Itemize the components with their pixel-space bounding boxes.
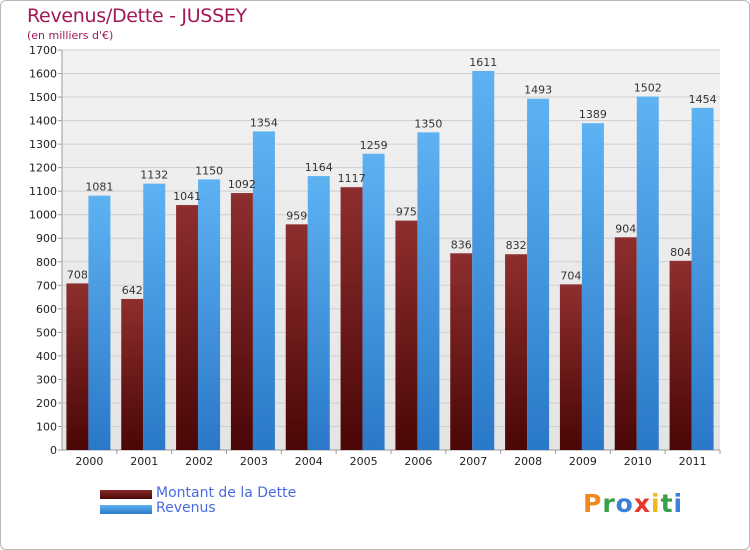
x-axis-ticks: 2000 2001 2002 2003 2004 2005 2006 2007 2008 2009… (75, 450, 721, 468)
x-tick-label: 2002 (185, 455, 213, 468)
data-label-revenus: 1150 (195, 164, 223, 177)
bar-dette (230, 193, 253, 450)
plot-area (62, 50, 720, 450)
bar-revenus (636, 96, 659, 451)
bar-revenus (691, 107, 714, 450)
bar-revenus (143, 183, 166, 450)
logo-letter: i (673, 489, 684, 518)
bar-revenus (472, 70, 495, 451)
data-label-dette: 704 (560, 269, 581, 282)
logo-letter: P (583, 489, 603, 518)
data-label-revenus: 1502 (634, 82, 662, 95)
bar-revenus (581, 123, 604, 451)
y-tick-label: 600 (36, 303, 57, 316)
bar-dette (614, 237, 637, 450)
bar-revenus (307, 176, 330, 450)
x-tick-label: 2006 (404, 455, 432, 468)
data-label-revenus: 1454 (689, 93, 717, 106)
data-label-revenus: 1350 (414, 117, 442, 130)
y-tick-label: 1600 (29, 68, 57, 81)
bar-dette (559, 284, 582, 450)
legend-label-revenus: Revenus (156, 500, 216, 516)
legend-swatch-dette (100, 490, 152, 499)
data-label-revenus: 1354 (250, 116, 278, 129)
data-label-dette: 804 (670, 246, 691, 259)
data-label-revenus: 1389 (579, 108, 607, 121)
bar-revenus (252, 131, 275, 451)
data-label-dette: 975 (396, 206, 417, 219)
data-label-dette: 836 (451, 238, 472, 251)
x-tick-label: 2001 (130, 455, 158, 468)
data-label-dette: 959 (286, 209, 307, 222)
bar-dette (121, 298, 144, 450)
data-label-revenus: 1493 (524, 84, 552, 97)
bar-dette (450, 253, 473, 450)
bar-revenus (362, 153, 385, 450)
data-label-dette: 904 (615, 222, 636, 235)
data-label-dette: 832 (506, 239, 527, 252)
y-axis-ticks: 0 100 200 300 400 500 600 700 800 900 1000 1100 1200… (29, 44, 62, 457)
legend-swatch-revenus (100, 505, 152, 514)
data-labels: 708 1081 642 1132 1041 1150 1092 1354 959 1164 111… (67, 56, 717, 297)
bar-revenus (88, 195, 111, 450)
bars (66, 70, 714, 451)
data-label-dette: 1117 (338, 172, 366, 185)
logo-letter: i (651, 489, 661, 518)
y-tick-label: 1700 (29, 44, 57, 57)
bar-dette (176, 205, 199, 450)
data-label-revenus: 1132 (140, 169, 168, 182)
logo-letter: t (660, 489, 674, 518)
y-tick-label: 1500 (29, 91, 57, 104)
y-tick-label: 0 (50, 444, 57, 457)
y-tick-label: 800 (36, 256, 57, 269)
logo-letter: r (602, 489, 616, 518)
logo-letter: o (615, 489, 634, 518)
bar-dette (66, 283, 89, 450)
proxiti-logo: Proxiti (583, 489, 683, 518)
data-label-dette: 708 (67, 268, 88, 281)
y-tick-label: 700 (36, 279, 57, 292)
x-tick-label: 2000 (75, 455, 103, 468)
data-label-revenus: 1259 (360, 139, 388, 152)
chart-subtitle: (en milliers d'€) (27, 29, 114, 42)
y-tick-label: 1000 (29, 209, 57, 222)
data-label-dette: 642 (122, 284, 143, 297)
y-tick-label: 300 (36, 373, 57, 386)
data-label-revenus: 1164 (305, 161, 333, 174)
bar-dette (669, 260, 692, 450)
x-tick-label: 2004 (295, 455, 323, 468)
bar-dette (285, 224, 308, 450)
x-tick-label: 2008 (514, 455, 542, 468)
logo-letter: x (633, 489, 651, 518)
bar-revenus (417, 132, 440, 450)
y-tick-label: 400 (36, 350, 57, 363)
y-tick-label: 100 (36, 420, 57, 433)
bar-revenus (198, 179, 221, 451)
data-label-revenus: 1611 (469, 56, 497, 69)
x-tick-label: 2010 (624, 455, 652, 468)
x-tick-label: 2009 (569, 455, 597, 468)
legend-label-dette: Montant de la Dette (156, 485, 297, 501)
x-tick-label: 2003 (240, 455, 268, 468)
data-label-revenus: 1081 (85, 181, 113, 194)
data-label-dette: 1041 (173, 190, 201, 203)
bar-dette (395, 220, 418, 450)
y-tick-label: 900 (36, 232, 57, 245)
y-tick-label: 1200 (29, 162, 57, 175)
chart-title: Revenus/Dette - JUSSEY (27, 5, 247, 27)
x-tick-label: 2011 (679, 455, 707, 468)
bar-revenus (527, 98, 550, 451)
y-tick-label: 1300 (29, 138, 57, 151)
data-label-dette: 1092 (228, 178, 256, 191)
x-tick-label: 2007 (459, 455, 487, 468)
y-tick-label: 200 (36, 397, 57, 410)
bar-dette (505, 254, 528, 450)
y-tick-label: 1400 (29, 115, 57, 128)
x-tick-label: 2005 (350, 455, 378, 468)
y-tick-label: 500 (36, 326, 57, 339)
bar-dette (340, 187, 363, 451)
gridlines (62, 49, 720, 427)
y-tick-label: 1100 (29, 185, 57, 198)
